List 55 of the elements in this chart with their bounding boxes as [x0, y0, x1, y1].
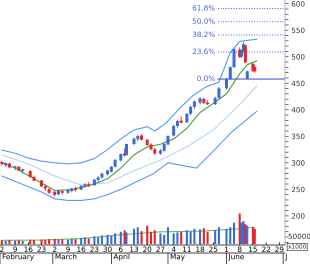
bar: [214, 230, 216, 244]
bar: [40, 239, 43, 244]
bar: [242, 221, 245, 244]
bar: [44, 240, 46, 244]
bar: [4, 240, 7, 244]
bar: [186, 230, 188, 244]
bar: [190, 231, 192, 244]
candlestick: [246, 70, 249, 80]
bar: [140, 231, 143, 244]
bar: [154, 230, 156, 244]
bar: [110, 236, 112, 244]
bar: [61, 239, 64, 244]
bar: [54, 238, 56, 244]
bar: [106, 234, 109, 244]
bar: [8, 240, 10, 244]
bar: [172, 233, 175, 244]
bar: [238, 214, 241, 244]
bar: [136, 227, 139, 244]
bar: [18, 240, 20, 244]
bar: [218, 227, 220, 244]
bar: [225, 228, 228, 244]
bar: [88, 238, 90, 244]
bar: [32, 240, 36, 244]
bar: [100, 235, 103, 244]
bar: [97, 237, 100, 244]
bar: [180, 232, 182, 244]
candlestick: [172, 124, 176, 137]
bar: [57, 239, 60, 244]
bar: [166, 227, 170, 244]
bar: [74, 239, 77, 244]
bar: [48, 239, 50, 244]
candlestick: [244, 44, 247, 64]
bar: [240, 222, 243, 244]
bar: [84, 237, 86, 244]
bar: [176, 232, 178, 244]
bar: [132, 228, 136, 244]
bar: [193, 228, 196, 244]
bar: [114, 233, 116, 244]
bar: [202, 228, 205, 244]
bar: [159, 233, 162, 244]
candlestick: [217, 86, 220, 100]
bar: [29, 240, 32, 244]
bar: [163, 234, 166, 244]
bar: [199, 229, 202, 244]
candlestick: [192, 100, 196, 110]
bar: [254, 228, 256, 244]
bar: [146, 226, 148, 244]
bar: [206, 232, 209, 244]
bar: [70, 238, 73, 244]
bar: [93, 236, 96, 244]
bar: [120, 232, 122, 244]
bar: [252, 227, 254, 244]
bar: [80, 238, 82, 244]
bar: [233, 222, 236, 244]
bar: [22, 240, 24, 244]
